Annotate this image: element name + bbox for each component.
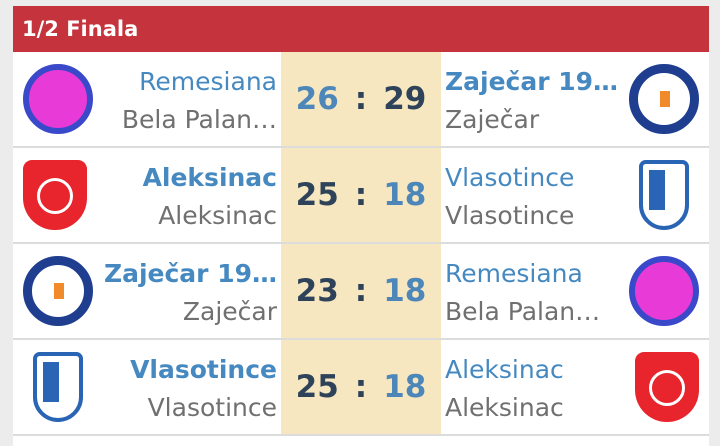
away-team-logo-icon[interactable]: [635, 352, 699, 422]
away-team-city: Bela Palan…: [445, 297, 601, 326]
match-row[interactable]: Aleksinac Aleksinac 25 : 18 Vlasotince V…: [13, 148, 709, 244]
home-team-name[interactable]: Aleksinac: [142, 163, 277, 192]
match-row[interactable]: Remesiana Bela Palan… 26 : 29 Zaječar 19…: [13, 52, 709, 148]
away-score: 29: [383, 81, 427, 117]
home-team-name[interactable]: Zaječar 19…: [103, 259, 277, 288]
away-team-name[interactable]: Remesiana: [445, 259, 583, 288]
home-team-logo-icon[interactable]: [23, 64, 93, 134]
match-row[interactable]: Zaječar 19… Zaječar 23 : 18 Remesiana Be…: [13, 244, 709, 340]
home-team-name[interactable]: Remesiana: [139, 67, 277, 96]
home-team: Aleksinac Aleksinac: [143, 160, 277, 236]
match-score[interactable]: 23 : 18: [281, 244, 441, 338]
away-team-logo-icon[interactable]: [639, 160, 689, 230]
away-team-city: Aleksinac: [445, 393, 564, 422]
away-score: 18: [383, 273, 427, 309]
home-score: 25: [295, 369, 339, 405]
match-row[interactable]: Vlasotince Vlasotince 25 : 18 Aleksinac …: [13, 340, 709, 436]
away-score: 18: [383, 177, 427, 213]
home-score: 26: [295, 81, 339, 117]
score-separator: :: [354, 177, 368, 213]
home-score: 25: [295, 177, 339, 213]
home-team-logo-icon[interactable]: [23, 256, 93, 326]
home-team: Vlasotince Vlasotince: [130, 352, 277, 428]
score-separator: :: [354, 81, 368, 117]
away-team-logo-icon[interactable]: [629, 64, 699, 134]
away-team-name[interactable]: Vlasotince: [445, 163, 575, 192]
away-team: Zaječar 19… Zaječar: [445, 64, 619, 140]
match-score[interactable]: 25 : 18: [281, 340, 441, 434]
home-team-city: Vlasotince: [147, 393, 277, 422]
away-score: 18: [383, 369, 427, 405]
results-card: 1/2 Finala Remesiana Bela Palan… 26 : 29…: [13, 6, 709, 446]
away-team: Remesiana Bela Palan…: [445, 256, 615, 332]
home-team-logo-icon[interactable]: [33, 352, 83, 422]
home-team-city: Zaječar: [182, 297, 277, 326]
score-separator: :: [354, 273, 368, 309]
home-team-city: Aleksinac: [158, 201, 277, 230]
home-score: 23: [295, 273, 339, 309]
home-team-logo-icon[interactable]: [23, 160, 87, 230]
home-team-city: Bela Palan…: [121, 105, 277, 134]
match-score[interactable]: 26 : 29: [281, 52, 441, 146]
home-team: Zaječar 19… Zaječar: [104, 256, 277, 332]
away-team-city: Zaječar: [445, 105, 540, 134]
away-team-logo-icon[interactable]: [629, 256, 699, 326]
round-title: 1/2 Finala: [13, 6, 709, 52]
match-score[interactable]: 25 : 18: [281, 148, 441, 242]
home-team: Remesiana Bela Palan…: [122, 64, 277, 140]
away-team: Aleksinac Aleksinac: [445, 352, 615, 428]
away-team-name[interactable]: Aleksinac: [445, 355, 564, 384]
score-separator: :: [354, 369, 368, 405]
away-team: Vlasotince Vlasotince: [445, 160, 615, 236]
away-team-city: Vlasotince: [445, 201, 575, 230]
home-team-name[interactable]: Vlasotince: [130, 355, 277, 384]
away-team-name[interactable]: Zaječar 19…: [445, 67, 619, 96]
